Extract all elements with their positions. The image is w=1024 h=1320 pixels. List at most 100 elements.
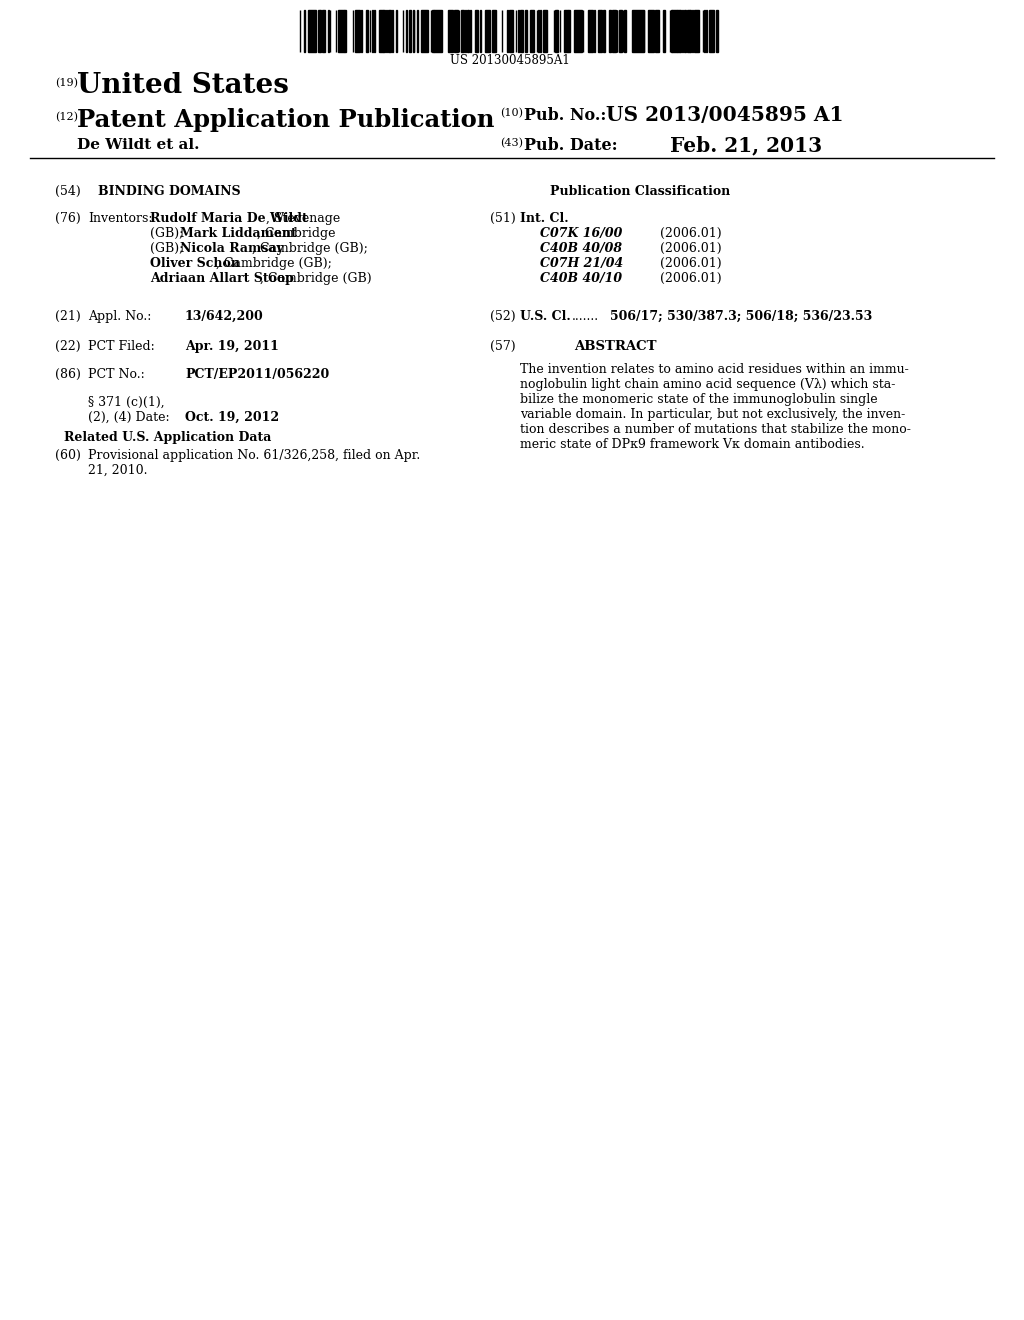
Bar <box>484 11 489 51</box>
Bar <box>374 11 375 51</box>
Text: C07H 21/04: C07H 21/04 <box>540 257 624 271</box>
Bar <box>449 11 453 51</box>
Bar <box>388 11 391 51</box>
Bar <box>709 11 715 51</box>
Bar <box>687 11 690 51</box>
Text: , Cambridge (GB);: , Cambridge (GB); <box>252 242 368 255</box>
Bar <box>602 11 605 51</box>
Bar <box>573 11 582 51</box>
Bar <box>555 11 557 51</box>
Text: (GB);: (GB); <box>150 242 187 255</box>
Bar <box>355 11 360 51</box>
Text: (12): (12) <box>55 112 78 123</box>
Text: (60): (60) <box>55 449 81 462</box>
Bar <box>664 11 666 51</box>
Text: Adriaan Allart Stoop: Adriaan Allart Stoop <box>150 272 294 285</box>
Text: (43): (43) <box>500 139 523 148</box>
Text: Int. Cl.: Int. Cl. <box>520 213 568 224</box>
Text: Oct. 19, 2012: Oct. 19, 2012 <box>185 411 280 424</box>
Text: meric state of DPκ9 framework Vκ domain antibodies.: meric state of DPκ9 framework Vκ domain … <box>520 438 864 451</box>
Text: Oliver Schon: Oliver Schon <box>150 257 240 271</box>
Bar <box>655 11 658 51</box>
Bar <box>611 11 615 51</box>
Bar <box>538 11 540 51</box>
Bar <box>519 11 523 51</box>
Text: (10): (10) <box>500 108 523 119</box>
Text: , Cambridge: , Cambridge <box>257 227 336 240</box>
Text: (2006.01): (2006.01) <box>660 227 722 240</box>
Bar <box>383 11 385 51</box>
Text: BINDING DOMAINS: BINDING DOMAINS <box>98 185 241 198</box>
Bar <box>396 11 397 51</box>
Bar <box>509 11 513 51</box>
Bar <box>529 11 534 51</box>
Bar <box>568 11 570 51</box>
Text: , Cambridge (GB): , Cambridge (GB) <box>260 272 372 285</box>
Bar <box>493 11 496 51</box>
Bar <box>318 11 319 51</box>
Bar <box>392 11 393 51</box>
Bar <box>329 11 330 51</box>
Bar <box>598 11 602 51</box>
Bar <box>692 11 693 51</box>
Bar <box>678 11 680 51</box>
Text: (19): (19) <box>55 78 78 88</box>
Text: De Wildt et al.: De Wildt et al. <box>77 139 200 152</box>
Text: U.S. Cl.: U.S. Cl. <box>520 310 570 323</box>
Text: noglobulin light chain amino acid sequence (Vλ) which sta-: noglobulin light chain amino acid sequen… <box>520 378 895 391</box>
Text: Rudolf Maria De Wildt: Rudolf Maria De Wildt <box>150 213 308 224</box>
Text: ABSTRACT: ABSTRACT <box>573 341 656 352</box>
Text: Related U.S. Application Data: Related U.S. Application Data <box>65 432 271 444</box>
Text: Publication Classification: Publication Classification <box>550 185 730 198</box>
Bar <box>618 11 622 51</box>
Bar <box>470 11 471 51</box>
Text: PCT No.:: PCT No.: <box>88 368 144 381</box>
Text: Mark Liddament: Mark Liddament <box>180 227 297 240</box>
Text: .......: ....... <box>572 310 599 323</box>
Bar <box>544 11 548 51</box>
Bar <box>480 11 481 51</box>
Text: (51): (51) <box>490 213 516 224</box>
Text: (86): (86) <box>55 368 81 381</box>
Text: (2006.01): (2006.01) <box>660 242 722 255</box>
Text: tion describes a number of mutations that stabilize the mono-: tion describes a number of mutations tha… <box>520 422 911 436</box>
Text: (52): (52) <box>490 310 516 323</box>
Bar <box>684 11 686 51</box>
Bar <box>588 11 593 51</box>
Bar <box>413 11 414 51</box>
Text: § 371 (c)(1),: § 371 (c)(1), <box>88 396 165 409</box>
Bar <box>386 11 387 51</box>
Text: Appl. No.:: Appl. No.: <box>88 310 152 323</box>
Bar <box>344 11 346 51</box>
Text: , Stevenage: , Stevenage <box>265 213 340 224</box>
Bar <box>432 11 434 51</box>
Bar <box>366 11 368 51</box>
Bar <box>540 11 542 51</box>
Bar <box>379 11 383 51</box>
Bar <box>633 11 643 51</box>
Bar <box>564 11 568 51</box>
Bar <box>338 11 344 51</box>
Text: PCT/EP2011/056220: PCT/EP2011/056220 <box>185 368 330 381</box>
Bar <box>624 11 626 51</box>
Bar <box>407 11 408 51</box>
Bar <box>648 11 654 51</box>
Bar <box>421 11 428 51</box>
Bar <box>417 11 419 51</box>
Text: Apr. 19, 2011: Apr. 19, 2011 <box>185 341 279 352</box>
Text: (GB);: (GB); <box>150 227 187 240</box>
Bar <box>434 11 442 51</box>
Bar <box>594 11 595 51</box>
Text: US 20130045895A1: US 20130045895A1 <box>451 54 570 67</box>
Text: C40B 40/10: C40B 40/10 <box>540 272 623 285</box>
Text: C07K 16/00: C07K 16/00 <box>540 227 623 240</box>
Bar <box>308 11 316 51</box>
Text: (2006.01): (2006.01) <box>660 272 722 285</box>
Text: Inventors:: Inventors: <box>88 213 153 224</box>
Text: Nicola Ramsay: Nicola Ramsay <box>180 242 284 255</box>
Text: Provisional application No. 61/326,258, filed on Apr.: Provisional application No. 61/326,258, … <box>88 449 420 462</box>
Text: (57): (57) <box>490 341 516 352</box>
Bar <box>303 11 305 51</box>
Text: United States: United States <box>77 73 289 99</box>
Text: Pub. Date:: Pub. Date: <box>524 137 617 154</box>
